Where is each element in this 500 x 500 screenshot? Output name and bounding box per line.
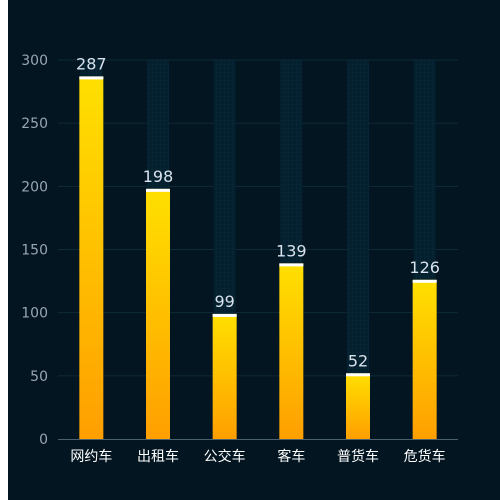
data-label: 287 [76,54,107,73]
bar-出租车[interactable] [146,188,170,439]
bar-cap [146,188,170,192]
data-label: 126 [409,258,440,277]
x-tick-label: 危货车 [404,448,446,465]
bar-cap [412,279,437,283]
x-tick-label: 普货车 [337,448,379,465]
y-tick-label: 300 [21,53,48,69]
x-tick-label: 公交车 [204,448,246,465]
data-label: 139 [276,241,307,260]
bar-网约车[interactable] [79,76,104,439]
y-tick-label: 100 [21,306,48,322]
data-label: 99 [214,292,234,311]
bar-危货车[interactable] [412,279,437,439]
bar-客车[interactable] [279,263,304,439]
bar-cap [79,76,104,80]
grid-lines [58,59,458,377]
x-axis-ticks: 网约车 出租车 公交车 客车 普货车 危货车 [70,448,445,465]
y-tick-label: 250 [21,116,48,132]
bar-cap [212,313,237,317]
data-label: 198 [143,167,174,186]
data-labels: 287 198 99 139 52 126 [76,54,440,370]
y-tick-label: 0 [39,432,48,448]
bars [79,76,437,439]
bar-cap [279,263,304,267]
y-tick-label: 200 [21,179,48,195]
x-tick-label: 出租车 [137,448,179,465]
bar-普货车[interactable] [346,373,370,439]
y-axis-ticks: 0 50 100 150 200 250 300 [21,53,48,448]
x-tick-label: 客车 [277,448,305,465]
y-tick-label: 150 [21,243,48,259]
x-tick-label: 网约车 [70,448,112,465]
bar-background [347,60,369,439]
bar-cap [346,373,370,377]
y-tick-label: 50 [30,369,48,385]
bar-公交车[interactable] [212,313,237,439]
data-label: 52 [348,351,368,370]
